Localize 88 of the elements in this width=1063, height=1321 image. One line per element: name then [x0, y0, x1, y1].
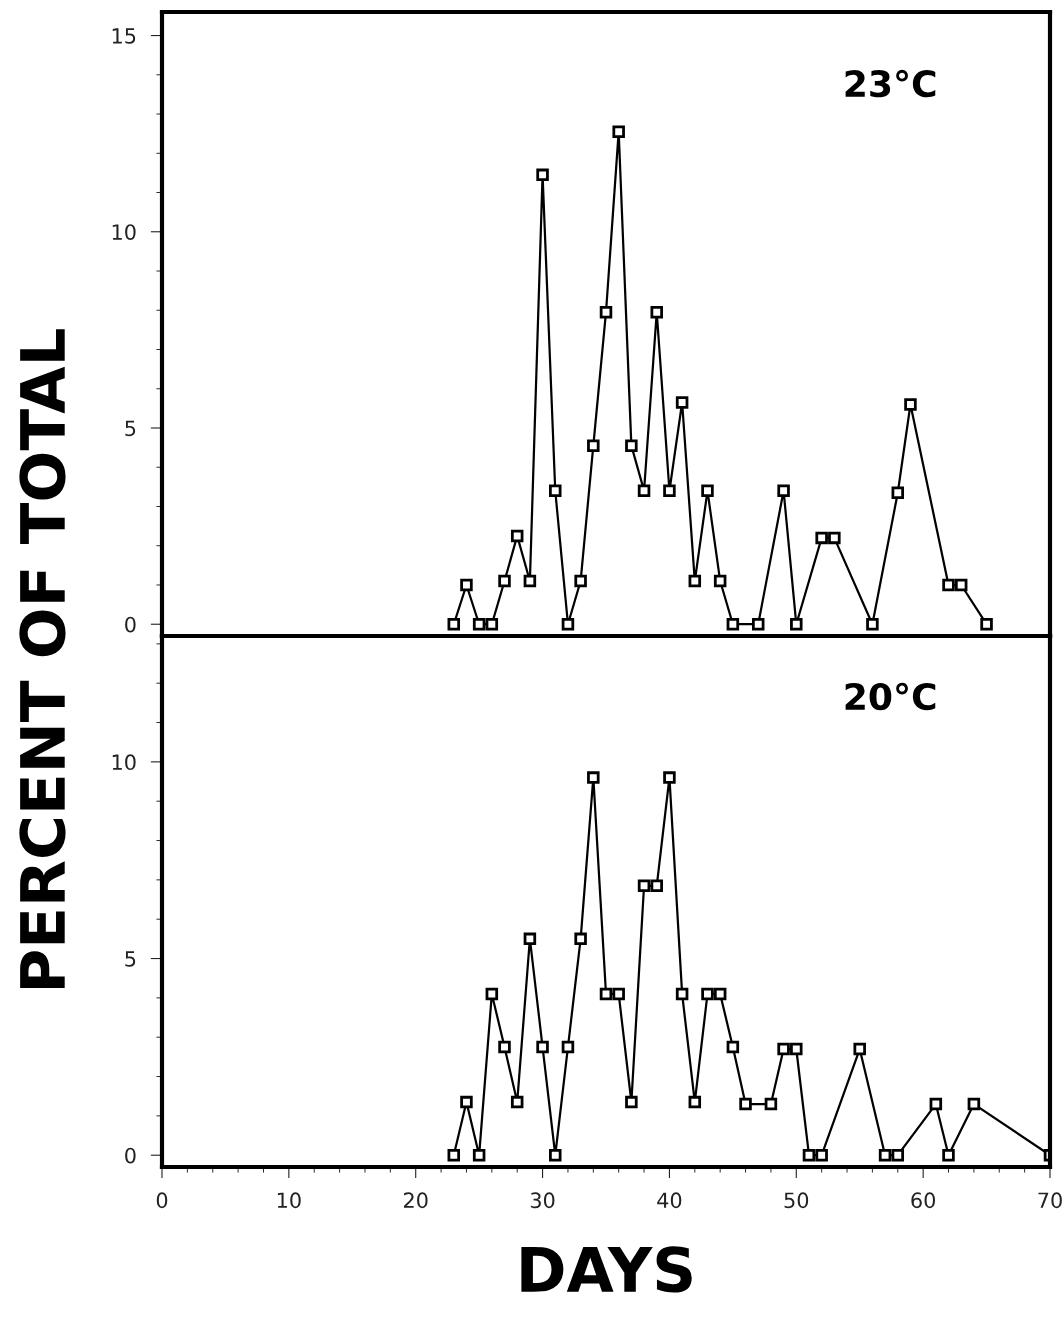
y-tick-label: 15	[112, 28, 136, 44]
point	[574, 932, 587, 946]
point	[777, 484, 790, 498]
point	[663, 484, 676, 498]
point	[523, 574, 537, 588]
point	[536, 1040, 549, 1054]
point	[764, 1097, 778, 1111]
x-axis-title: DAYS	[521, 1246, 692, 1293]
point	[549, 484, 562, 498]
point	[713, 574, 727, 588]
point	[637, 484, 651, 498]
point	[866, 617, 879, 631]
point	[739, 1097, 752, 1111]
point	[815, 531, 828, 545]
y-tick-label: 5	[125, 951, 136, 967]
point	[447, 1148, 461, 1162]
x-tick-label: 30	[530, 1192, 555, 1209]
point	[510, 529, 524, 543]
point	[599, 987, 613, 1001]
point	[853, 1042, 866, 1056]
point	[587, 439, 600, 452]
point	[612, 987, 625, 1001]
point	[675, 396, 689, 409]
annotation: 20°C	[845, 682, 936, 711]
point	[612, 125, 625, 138]
x-tick-label: 0	[156, 1192, 168, 1209]
point	[942, 1148, 955, 1162]
point	[549, 1148, 562, 1162]
point	[625, 1095, 638, 1109]
point	[790, 617, 803, 631]
point	[828, 531, 841, 545]
x-tick-label: 10	[277, 1192, 301, 1209]
y-tick-label: 10	[112, 754, 136, 771]
point	[790, 1042, 803, 1056]
point	[967, 1097, 981, 1111]
point	[587, 771, 600, 784]
point	[815, 1148, 828, 1162]
point	[675, 987, 689, 1001]
point	[802, 1148, 816, 1162]
point	[510, 1095, 524, 1109]
x-tick-label: 40	[657, 1192, 682, 1209]
point	[498, 574, 511, 588]
point	[485, 617, 499, 631]
point	[663, 771, 676, 784]
point	[777, 1042, 790, 1056]
y-tick-label: 0	[125, 616, 136, 633]
point	[904, 398, 917, 411]
point	[701, 987, 714, 1001]
point	[701, 484, 714, 498]
point	[650, 879, 663, 893]
point	[447, 617, 461, 631]
y-tick-label: 10	[112, 224, 136, 240]
point	[688, 1095, 702, 1109]
x-tick-label: 70	[1038, 1192, 1062, 1209]
point	[650, 305, 663, 319]
x-tick-label: 20	[403, 1192, 428, 1209]
point	[942, 578, 955, 592]
x-tick-label: 50	[784, 1192, 809, 1209]
point	[891, 486, 905, 500]
point	[891, 1148, 905, 1162]
point	[726, 617, 740, 631]
point	[472, 1148, 486, 1162]
point	[460, 1095, 473, 1109]
point	[574, 574, 587, 588]
point	[726, 1040, 740, 1054]
annotation: 23°C	[845, 69, 936, 98]
point	[485, 987, 499, 1001]
point	[625, 439, 638, 452]
y-tick-label: 5	[125, 420, 136, 437]
point	[536, 168, 549, 182]
y-axis-title: PERCENT OF TOTAL	[19, 329, 66, 988]
point	[523, 932, 537, 946]
point	[637, 879, 651, 893]
point	[472, 617, 486, 631]
y-tick-label: 0	[125, 1147, 136, 1164]
point	[878, 1148, 892, 1162]
point	[599, 305, 613, 319]
point	[460, 578, 473, 592]
point	[929, 1097, 943, 1111]
point	[751, 617, 765, 631]
point	[980, 617, 993, 631]
point	[561, 617, 575, 631]
point	[688, 574, 702, 588]
point	[498, 1040, 511, 1054]
point	[561, 1040, 575, 1054]
x-tick-label: 60	[911, 1192, 936, 1209]
point	[954, 578, 968, 592]
point	[713, 987, 727, 1001]
